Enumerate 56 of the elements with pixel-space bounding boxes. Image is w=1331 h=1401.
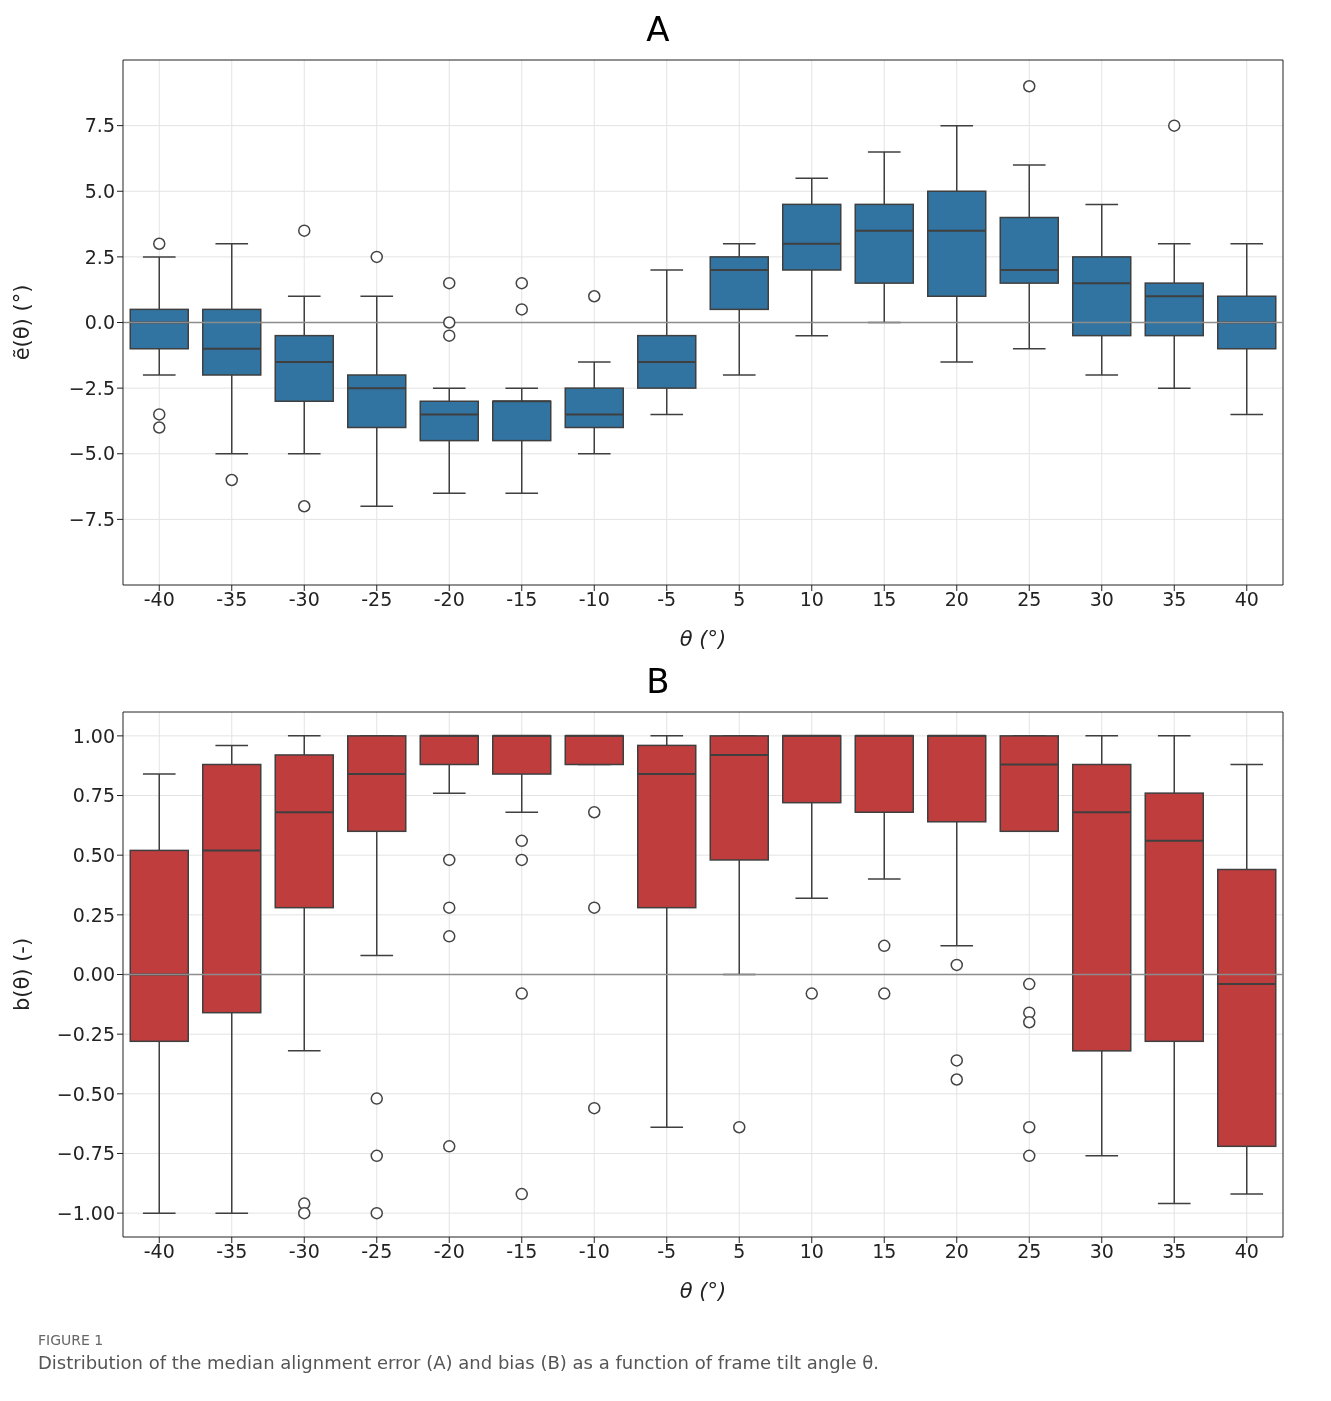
y-tick-label: −7.5	[68, 508, 115, 531]
x-tick-label: 35	[1162, 588, 1187, 611]
x-axis-title: θ (°)	[679, 1279, 727, 1303]
x-tick-label: -25	[361, 588, 393, 611]
x-tick-label: 30	[1089, 1240, 1114, 1263]
x-tick-label: -10	[578, 1240, 610, 1263]
x-tick-label: 30	[1089, 588, 1114, 611]
y-tick-label: 0.50	[72, 843, 115, 866]
y-axis-title: b(θ) (-)	[10, 937, 35, 1012]
x-tick-label: 15	[872, 1240, 897, 1263]
x-tick-label: -15	[506, 1240, 538, 1263]
y-tick-label: −0.25	[56, 1022, 115, 1045]
y-tick-label: −0.75	[56, 1142, 115, 1165]
y-tick-label: 2.5	[84, 245, 115, 268]
x-tick-label: -15	[506, 588, 538, 611]
x-tick-label: -5	[657, 1240, 677, 1263]
x-tick-label: 25	[1017, 1240, 1042, 1263]
x-tick-label: 10	[799, 1240, 824, 1263]
x-tick-label: 5	[733, 588, 746, 611]
x-tick-label: -40	[143, 588, 175, 611]
y-tick-label: −1.00	[56, 1201, 115, 1224]
x-tick-label: 15	[872, 588, 897, 611]
y-tick-label: 7.5	[84, 114, 115, 137]
x-tick-label: -20	[433, 588, 465, 611]
x-tick-label: 40	[1234, 588, 1259, 611]
x-tick-label: 40	[1234, 1240, 1259, 1263]
x-tick-label: -10	[578, 588, 610, 611]
caption: FIGURE 1	[38, 1332, 105, 1348]
y-tick-label: −5.0	[68, 442, 115, 465]
y-tick-label: 0.00	[72, 963, 115, 986]
y-axis-title: ẽ(θ) (°)	[10, 284, 35, 361]
x-tick-label: -20	[433, 1240, 465, 1263]
x-tick-label: 20	[944, 588, 969, 611]
x-tick-label: -35	[216, 588, 248, 611]
x-tick-label: 5	[733, 1240, 746, 1263]
x-tick-label: -5	[657, 588, 677, 611]
x-axis-title: θ (°)	[679, 627, 727, 651]
chart-title: A	[645, 8, 671, 50]
chart-title: B	[645, 660, 671, 702]
x-tick-label: 25	[1017, 588, 1042, 611]
x-tick-label: 10	[799, 588, 824, 611]
y-tick-label: 1.00	[72, 724, 115, 747]
x-tick-label: -30	[288, 1240, 320, 1263]
y-tick-label: 0.75	[72, 784, 115, 807]
x-tick-label: 20	[944, 1240, 969, 1263]
y-tick-label: −0.50	[56, 1082, 115, 1105]
text: Distribution of the median alignment error (A) and bias (B) as a function of frame tilt angle θ.	[38, 1352, 881, 1373]
x-tick-label: -35	[216, 1240, 248, 1263]
y-tick-label: 5.0	[84, 179, 115, 202]
y-tick-label: 0.0	[84, 311, 115, 334]
x-tick-label: 35	[1162, 1240, 1187, 1263]
y-tick-label: 0.25	[72, 903, 115, 926]
x-tick-label: -30	[288, 588, 320, 611]
x-tick-label: -25	[361, 1240, 393, 1263]
y-tick-label: −2.5	[68, 376, 115, 399]
x-tick-label: -40	[143, 1240, 175, 1263]
